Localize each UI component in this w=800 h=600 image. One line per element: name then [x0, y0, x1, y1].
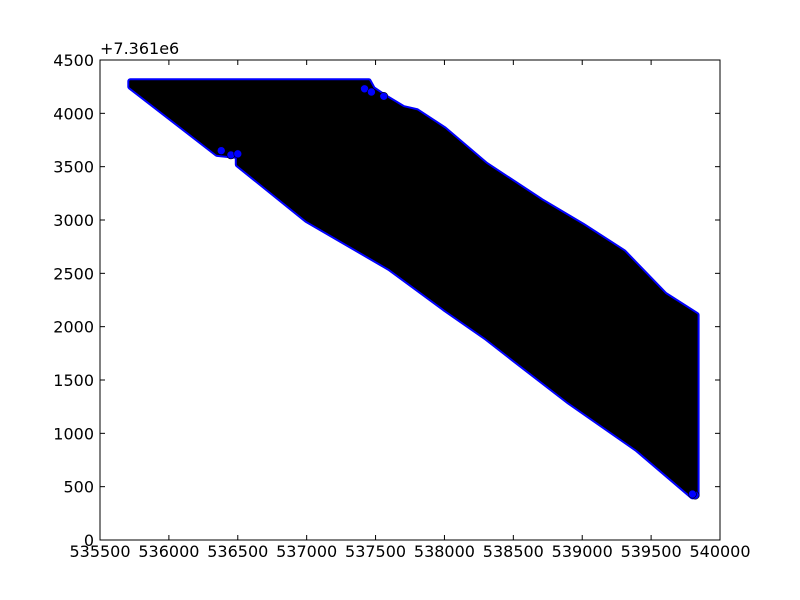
scatter-point — [688, 489, 697, 499]
y-tick-label: 1500 — [53, 371, 94, 390]
x-tick-label: 537000 — [276, 542, 337, 561]
scatter-point — [379, 91, 389, 101]
x-tick-label: 536000 — [138, 542, 199, 561]
x-tick-label: 535500 — [69, 542, 130, 561]
scatter-point — [233, 149, 243, 159]
y-tick-label: 2000 — [53, 318, 94, 337]
ticks: 535500 536000 536500 537000 537500 538000 5385… — [53, 51, 750, 561]
x-tick-label: 539000 — [552, 542, 613, 561]
x-tick-label: 536500 — [207, 542, 268, 561]
y-tick-label: 3500 — [53, 158, 94, 177]
x-tick-label: 538500 — [483, 542, 544, 561]
scatter-point — [216, 146, 226, 155]
x-tick-label: 537500 — [345, 542, 406, 561]
axes-frame — [99, 59, 721, 541]
y-tick-label: 1000 — [53, 424, 94, 443]
x-tick-label: 538000 — [414, 542, 475, 561]
y-tick-label: 0 — [84, 531, 94, 550]
y-tick-label: 2500 — [53, 264, 94, 283]
x-tick-label: 539500 — [621, 542, 682, 561]
y-axis-offset-label: +7.361e6 — [100, 39, 179, 58]
y-tick-label: 4500 — [53, 51, 94, 70]
scatter-point — [360, 84, 369, 94]
y-tick-label: 500 — [63, 478, 94, 497]
x-tick-label: 540000 — [689, 542, 750, 561]
y-tick-label: 3000 — [53, 211, 94, 230]
plot-area — [127, 78, 700, 500]
y-tick-label: 4000 — [53, 104, 94, 123]
scatter-point — [367, 87, 376, 97]
